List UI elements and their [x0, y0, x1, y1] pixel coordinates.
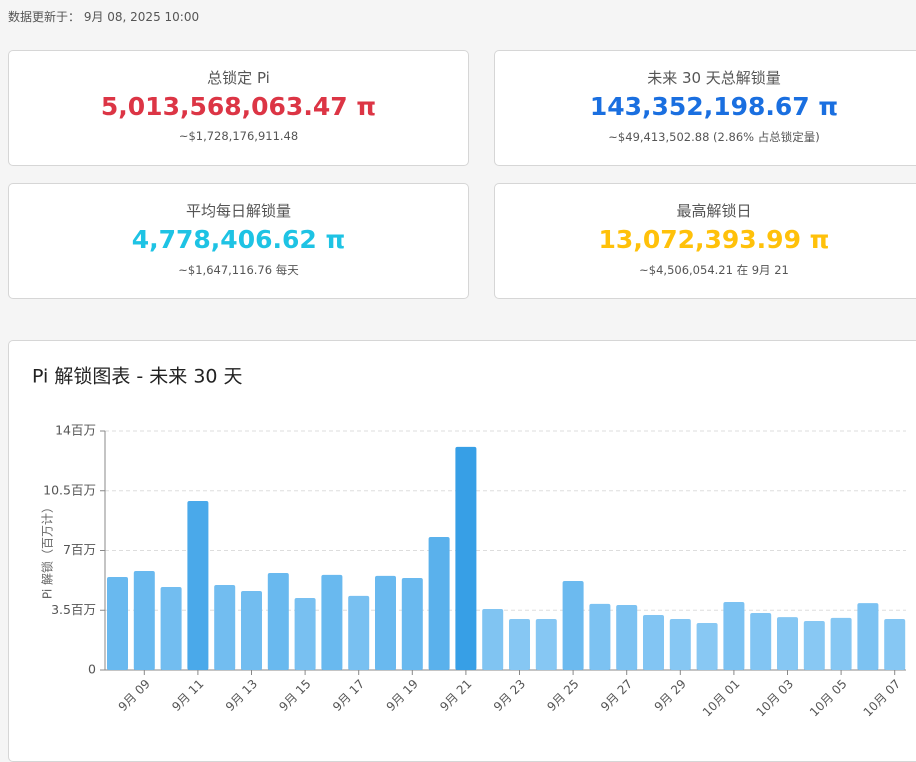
- y-tick-label: 7百万: [63, 542, 96, 557]
- bar: [321, 574, 343, 670]
- x-tick-label: 10月 03: [753, 677, 796, 720]
- y-tick-label: 0: [88, 662, 96, 677]
- card-value: 13,072,393.99 π: [598, 225, 830, 254]
- card-title: 平均每日解锁量: [185, 202, 291, 220]
- x-tick-label: 10月 07: [861, 677, 904, 720]
- x-tick-label: 9月 09: [116, 677, 153, 714]
- bar: [535, 618, 557, 670]
- chart: Pi 解锁图表 - 未来 30 天 Pi 解锁（百万计） 0 3.5百万 7百万 10…: [32, 366, 906, 720]
- bar: [187, 500, 209, 670]
- x-tick-label: 9月 19: [384, 677, 421, 714]
- page: 数据更新于： 9月 08, 2025 10:00 总锁定 Pi 5,013,568…: [8, 10, 916, 762]
- card-value: 4,778,406.62 π: [131, 225, 346, 254]
- card-value: 143,352,198.67 π: [589, 92, 839, 121]
- bar: [428, 537, 450, 670]
- bar: [133, 570, 155, 670]
- x-tick-label: 9月 15: [276, 677, 313, 714]
- bar: [401, 577, 423, 670]
- bar: [482, 609, 504, 670]
- stat-card: 最高解锁日 13,072,393.99 π ~$4,506,054.21 在 9月 …: [494, 183, 916, 299]
- bar: [267, 573, 289, 670]
- bar: [830, 617, 852, 670]
- x-tick-label: 9月 11: [169, 677, 206, 714]
- y-axis-label: Pi 解锁（百万计）: [40, 501, 55, 599]
- y-tick-label: 14百万: [55, 423, 96, 438]
- bar: [375, 575, 396, 670]
- stat-card: 平均每日解锁量 4,778,406.62 π ~$1,647,116.76 每天: [8, 183, 469, 299]
- bar: [107, 576, 128, 670]
- bar: [455, 446, 477, 670]
- bar: [696, 623, 718, 670]
- bar: [723, 602, 745, 670]
- bar: [160, 587, 182, 670]
- x-tick-label: 9月 25: [544, 677, 581, 714]
- bar: [777, 617, 798, 670]
- card-sub: ~$49,413,502.88 (2.86% 占总锁定量): [608, 130, 820, 144]
- card-value: 5,013,568,063.47 π: [100, 92, 377, 121]
- x-tick-label: 10月 01: [700, 677, 743, 720]
- updated-time: 数据更新于： 9月 08, 2025 10:00: [8, 10, 200, 24]
- bar: [509, 618, 530, 670]
- x-tick-label: 9月 23: [491, 677, 528, 714]
- stat-card: 总锁定 Pi 5,013,568,063.47 π ~$1,728,176,911.…: [8, 50, 469, 166]
- x-tick-label: 9月 21: [437, 677, 474, 714]
- card-title: 最高解锁日: [676, 202, 752, 220]
- x-tick-label: 9月 27: [598, 677, 635, 714]
- bar: [884, 618, 906, 670]
- card-sub: ~$4,506,054.21 在 9月 21: [639, 263, 789, 277]
- bar: [750, 612, 772, 670]
- stat-card: 未来 30 天总解锁量 143,352,198.67 π ~$49,413,502.…: [494, 50, 916, 166]
- bar: [803, 621, 825, 670]
- card-sub: ~$1,728,176,911.48: [178, 129, 299, 143]
- bar: [214, 584, 236, 670]
- chart-title: Pi 解锁图表 - 未来 30 天: [32, 366, 243, 388]
- bar: [348, 595, 370, 670]
- bar: [643, 615, 664, 670]
- bar: [669, 618, 691, 670]
- bar: [857, 603, 879, 670]
- x-tick-label: 10月 05: [807, 677, 850, 720]
- x-tick-label: 9月 13: [223, 677, 260, 714]
- x-tick-label: 9月 29: [652, 677, 689, 714]
- card-title: 未来 30 天总解锁量: [647, 69, 781, 87]
- bar: [241, 590, 262, 670]
- x-tick-label: 9月 17: [330, 677, 367, 714]
- y-tick-label: 10.5百万: [43, 482, 96, 497]
- bar: [294, 597, 316, 670]
- card-sub: ~$1,647,116.76 每天: [178, 263, 299, 277]
- card-title: 总锁定 Pi: [207, 69, 270, 87]
- y-tick-label: 3.5百万: [51, 602, 96, 617]
- bar: [589, 603, 611, 670]
- bar: [616, 604, 638, 670]
- bar: [562, 581, 584, 670]
